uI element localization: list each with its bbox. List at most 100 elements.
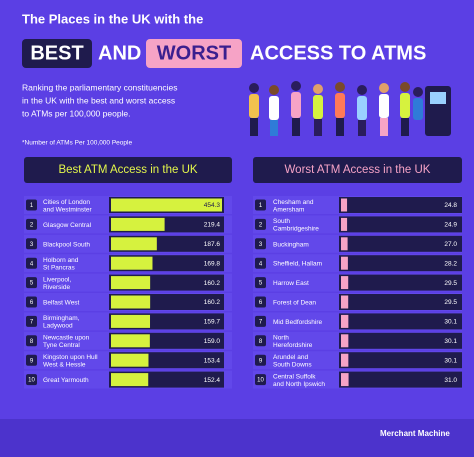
- rank: 2: [30, 222, 34, 228]
- rank: 1: [259, 203, 263, 209]
- value-label: 160.2: [204, 280, 221, 287]
- rank: 4: [259, 261, 263, 267]
- bar: [341, 276, 349, 290]
- bar-track: [339, 255, 462, 272]
- rank-box: [26, 218, 37, 230]
- category-label: Blackpool South: [43, 241, 90, 248]
- category-label: North Herefordshire: [273, 334, 313, 349]
- rank: 6: [30, 300, 34, 306]
- rank-box: [255, 257, 266, 269]
- bar: [111, 276, 151, 290]
- value-label: 29.5: [444, 299, 457, 306]
- bar: [111, 353, 149, 367]
- panel-title: Worst ATM Access in the UK: [285, 164, 431, 176]
- bar: [341, 217, 348, 231]
- value-label: 28.2: [444, 260, 457, 267]
- bar: [111, 295, 151, 309]
- value-label: 30.1: [444, 357, 457, 364]
- bar-track: [339, 235, 462, 252]
- rank: 5: [259, 281, 263, 287]
- value-label: 24.8: [444, 202, 457, 209]
- rank: 7: [30, 319, 34, 325]
- rank-box: [26, 238, 37, 250]
- rank-box: [26, 315, 37, 327]
- category-label: Liverpool, Riverside: [43, 276, 73, 291]
- brand: Merchant Machine: [380, 429, 450, 438]
- value-label: 24.9: [444, 222, 457, 229]
- rank-box: [26, 277, 37, 289]
- rank-box: [255, 335, 266, 347]
- bar: [341, 314, 349, 328]
- rank: 8: [259, 339, 263, 345]
- value-label: 454.3: [204, 202, 221, 209]
- category-label: Great Yarmouth: [43, 377, 89, 384]
- value-label: 159.0: [204, 338, 221, 345]
- queue-illustration: [249, 81, 451, 136]
- value-label: 27.0: [444, 241, 457, 248]
- rank: 10: [257, 378, 264, 384]
- value-label: 169.8: [204, 260, 221, 267]
- category-label: Newcastle upon Tyne Central: [43, 334, 91, 349]
- rank: 4: [30, 261, 34, 267]
- bar: [111, 314, 151, 328]
- category-label: Chesham and Amersham: [273, 198, 315, 213]
- bar: [341, 334, 349, 348]
- bar-track: [339, 313, 462, 330]
- bar: [341, 256, 348, 270]
- rank: 2: [259, 222, 263, 228]
- value-label: 187.6: [204, 241, 221, 248]
- value-label: 160.2: [204, 299, 221, 306]
- rank-box: [255, 238, 266, 250]
- panel-title: Best ATM Access in the UK: [58, 164, 197, 176]
- best-box: [22, 39, 92, 68]
- bar: [341, 237, 348, 251]
- subtitle: to ATMs per 100,000 people.: [22, 108, 131, 118]
- value-label: 153.4: [204, 357, 221, 364]
- subtitle: in the UK with the best and worst access: [22, 95, 175, 105]
- rank-box: [255, 218, 266, 230]
- title-end: ACCESS TO ATMS: [250, 42, 426, 64]
- bar-track: [339, 332, 462, 349]
- category-label: Cities of London and Westminster: [43, 198, 92, 213]
- rank-box: [26, 335, 37, 347]
- bar-track: [339, 216, 462, 233]
- value-label: 29.5: [444, 280, 457, 287]
- title: The Places in the UK with the: [22, 11, 203, 26]
- value-label: 159.7: [204, 319, 221, 326]
- bar: [341, 373, 349, 387]
- rank: 5: [30, 281, 34, 287]
- category-label: Buckingham: [273, 241, 309, 248]
- rank-box: [255, 277, 266, 289]
- rank: 9: [259, 358, 263, 364]
- title-best: BEST: [30, 42, 83, 64]
- rank-box: [26, 257, 37, 269]
- rank: 3: [30, 242, 34, 248]
- rank-box: [255, 296, 266, 308]
- bar-track: [339, 274, 462, 291]
- bar-track: [339, 197, 462, 213]
- rank: 7: [259, 319, 263, 325]
- rank-box: [255, 199, 266, 211]
- panel-header: [24, 157, 232, 183]
- panel-header: [253, 157, 462, 183]
- rank-box: [255, 354, 266, 366]
- rank-box: [26, 296, 37, 308]
- bar: [111, 334, 150, 348]
- rank: 1: [30, 203, 34, 209]
- rank-box: [26, 354, 37, 366]
- rank: 6: [259, 300, 263, 306]
- category-label: Birmingham, Ladywood: [43, 315, 81, 330]
- rank-box: [26, 374, 37, 386]
- category-label: Mid Bedfordshire: [273, 319, 323, 326]
- value-label: 152.4: [204, 377, 221, 384]
- bar: [341, 198, 348, 212]
- worst-box: [146, 39, 242, 68]
- category-label: Belfast West: [43, 299, 80, 306]
- bar: [111, 198, 222, 212]
- bar: [341, 353, 349, 367]
- value-label: 30.1: [444, 338, 457, 345]
- bar: [111, 217, 165, 231]
- rank-box: [255, 315, 266, 327]
- value-label: 31.0: [444, 377, 457, 384]
- category-label: Central Suffolk and North Ipswich: [273, 373, 325, 388]
